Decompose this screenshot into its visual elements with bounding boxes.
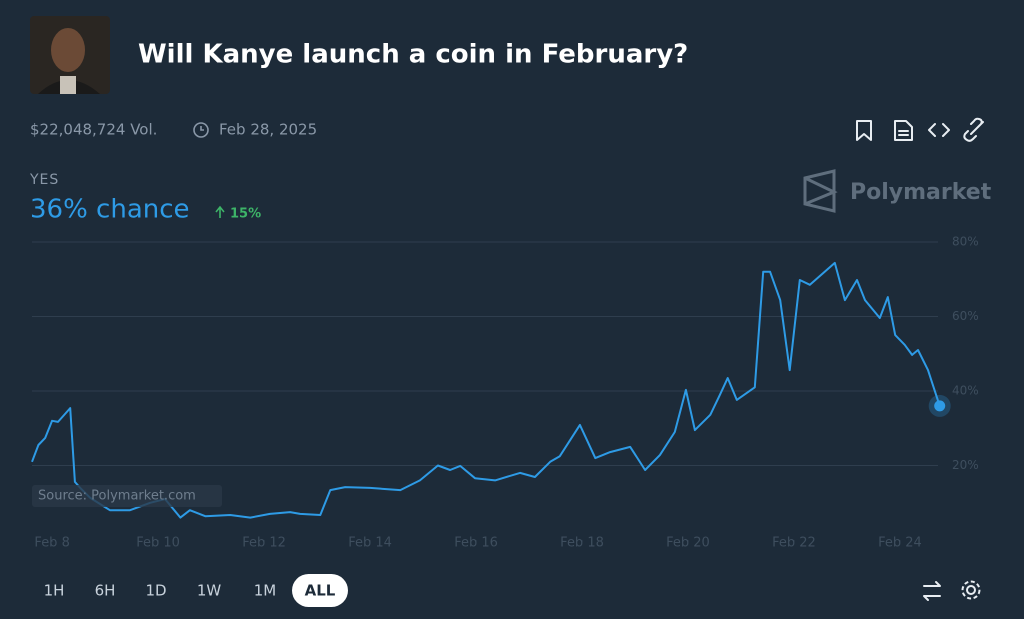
x-tick-label: Feb 14 [348, 536, 392, 551]
source-box [32, 485, 222, 507]
time-range-button[interactable]: 6H [95, 582, 116, 600]
time-range-button[interactable]: 1M [254, 582, 277, 600]
x-tick-label: Feb 12 [242, 536, 286, 551]
embed-button[interactable] [928, 123, 950, 137]
selected-range-pill [292, 574, 348, 607]
up-arrow [215, 205, 225, 218]
avatar [30, 16, 110, 94]
market-title: Will Kanye launch a coin in February? [138, 40, 688, 70]
x-tick-label: Feb 24 [878, 536, 922, 551]
plot: 20% 40% 60% 80% Feb 8 Feb 10 Feb 12 Feb 14 Feb 1… [31, 235, 979, 551]
x-tick-label: Feb 20 [666, 536, 710, 551]
brand-logo [803, 169, 838, 213]
settings-button[interactable] [961, 580, 981, 600]
x-tick-label: Feb 16 [454, 536, 498, 551]
y-tick-label: 40% [952, 384, 979, 398]
end-point [934, 400, 946, 412]
time-range-button[interactable]: 1H [44, 582, 65, 600]
link-button[interactable] [963, 117, 984, 142]
end-date: Feb 28, 2025 [219, 121, 317, 139]
x-tick-label: Feb 10 [136, 536, 180, 551]
y-tick-label: 20% [952, 458, 979, 472]
time-range-button[interactable]: 1D [145, 582, 166, 600]
volume: $22,048,724 Vol. [30, 121, 157, 139]
chance: 36% chance [30, 195, 190, 225]
time-range-button[interactable]: ALL [305, 582, 336, 600]
outcome-label: YES [29, 172, 59, 188]
change: 15% [230, 207, 261, 222]
y-tick-label: 60% [952, 309, 979, 323]
x-tick-label: Feb 22 [772, 536, 816, 551]
swap-button[interactable] [923, 581, 941, 601]
time-range-selector: 1H 6H 1D 1W 1M ALL [44, 574, 348, 607]
brand: Polymarket [850, 180, 992, 205]
source: Source: Polymarket.com [38, 489, 196, 504]
clock-icon [193, 122, 209, 138]
bookmark-button[interactable] [856, 120, 872, 141]
time-range-button[interactable]: 1W [197, 582, 222, 600]
x-tick-label: Feb 18 [560, 536, 604, 551]
x-tick-label: Feb 8 [34, 536, 69, 551]
document-button[interactable] [894, 120, 913, 141]
y-tick-label: 80% [952, 235, 979, 249]
